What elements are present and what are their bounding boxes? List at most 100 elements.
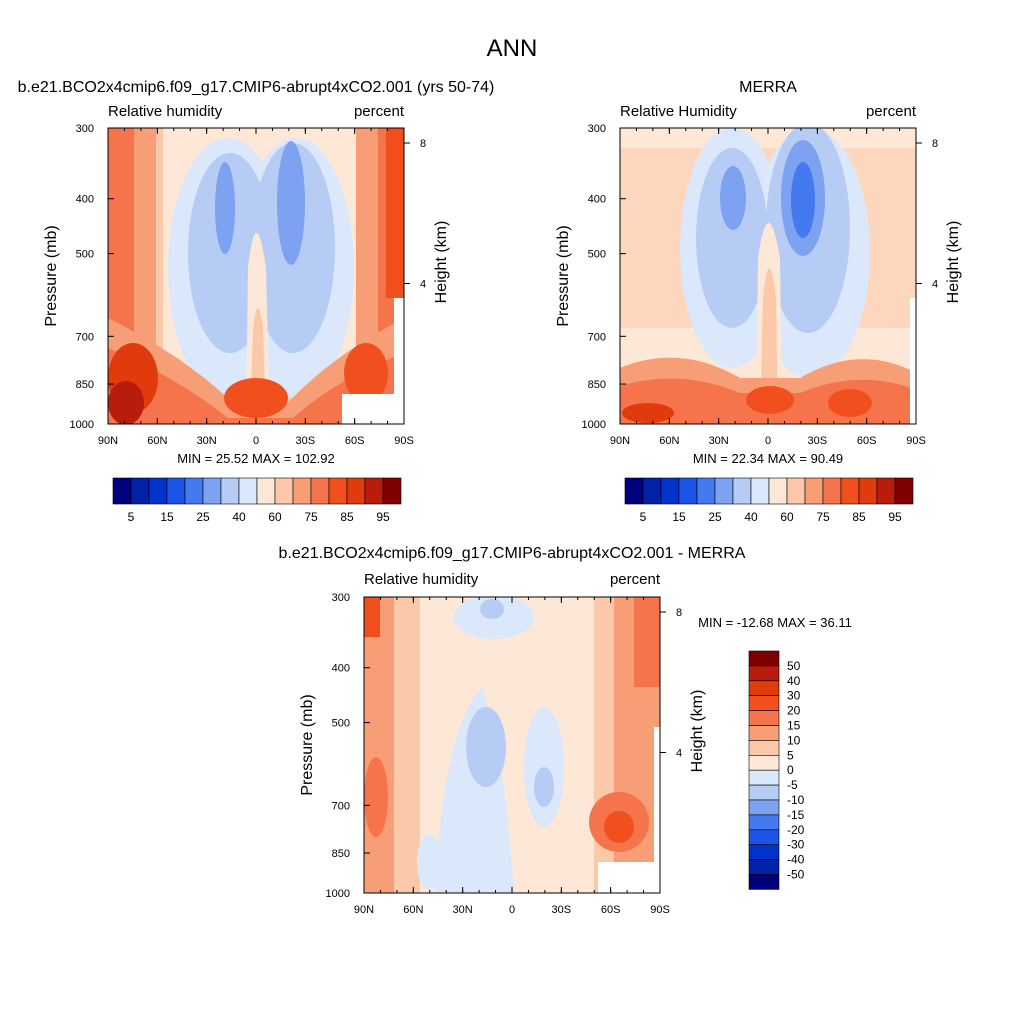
obs-colorbar-swatch	[714, 477, 734, 505]
diff-colorbar-swatch	[748, 695, 780, 711]
obs-colorbar-label: 40	[744, 510, 758, 524]
diff-plot-area	[364, 597, 660, 893]
diff-colorbar-label: 40	[787, 674, 801, 688]
diff-x-tick-label: 30N	[453, 904, 473, 916]
obs-x-tick-label: 60S	[857, 435, 877, 447]
model-colorbar-swatch	[238, 477, 258, 505]
diff-colorbar-swatch	[748, 784, 780, 801]
model-colorbar-swatch	[310, 477, 330, 505]
obs-x-tick-label: 0	[765, 435, 771, 447]
diff-y-tick-label: 500	[332, 718, 350, 730]
obs-y-right-tick-label: 8	[932, 138, 938, 150]
obs-colorbar-swatch	[858, 477, 878, 505]
model-x-tick-label: 90S	[394, 435, 414, 447]
diff-colorbar-swatch	[748, 874, 780, 890]
obs-y-right-tick-label: 4	[932, 279, 938, 291]
model-colorbar-label: 85	[340, 510, 354, 524]
diff-colorbar-swatch	[748, 829, 780, 845]
diff-colorbar-swatch	[748, 844, 780, 860]
obs-y-tick-label: 850	[588, 379, 606, 391]
diff-colorbar-swatch	[748, 740, 780, 756]
figure-title: ANN	[487, 35, 538, 62]
diff-colorbar-label: -5	[787, 778, 798, 792]
diff-x-tick-label: 60N	[403, 904, 423, 916]
obs-colorbar-swatch	[750, 477, 770, 505]
model-y-tick-label: 1000	[70, 419, 94, 431]
obs-colorbar-swatch	[894, 477, 914, 505]
diff-title: b.e21.BCO2x4cmip6.f09_g17.CMIP6-abrupt4x…	[279, 545, 746, 562]
model-colorbar-label: 60	[268, 510, 282, 524]
model-x-tick-label: 60N	[147, 435, 167, 447]
diff-colorbar-swatch	[748, 650, 780, 667]
diff-ylabel: Pressure (mb)	[299, 694, 316, 795]
obs-colorbar-label: 95	[888, 510, 902, 524]
obs-x-tick-label: 30S	[808, 435, 828, 447]
diff-x-tick-label: 90S	[650, 904, 670, 916]
obs-colorbar-swatch	[624, 477, 644, 505]
model-y-tick-label: 850	[76, 379, 94, 391]
obs-colorbar-swatch	[840, 477, 860, 505]
diff-colorbar-label: -40	[787, 853, 805, 867]
diff-colorbar-label: -30	[787, 838, 805, 852]
model-panel: b.e21.BCO2x4cmip6.f09_g17.CMIP6-abrupt4x…	[18, 79, 495, 524]
obs-colorbar-swatch	[642, 477, 662, 505]
obs-colorbar-label: 15	[672, 510, 686, 524]
obs-colorbar: 5 15 25 40 60 75 85 95	[624, 477, 914, 524]
diff-colorbar-label: -10	[787, 793, 805, 807]
diff-colorbar-swatch	[748, 799, 780, 816]
obs-x-tick-label: 90S	[906, 435, 926, 447]
diff-stats: MIN = -12.68 MAX = 36.11	[698, 615, 852, 630]
obs-colorbar-label: 5	[640, 510, 647, 524]
diff-ylabel-right: Height (km)	[689, 690, 706, 773]
model-colorbar-label: 25	[196, 510, 210, 524]
obs-colorbar-swatch	[678, 477, 698, 505]
model-colorbar: 5 15 25 40 60 75 85 95	[112, 477, 402, 524]
model-y-right-tick-label: 4	[420, 279, 426, 291]
model-y-tick-label: 300	[76, 123, 94, 135]
model-colorbar-label: 95	[376, 510, 390, 524]
obs-colorbar-swatch	[768, 477, 788, 505]
model-colorbar-swatch	[346, 477, 366, 505]
model-colorbar-swatch	[112, 477, 132, 505]
obs-colorbar-label: 75	[816, 510, 830, 524]
diff-colorbar-swatch	[748, 754, 780, 771]
model-x-tick-label: 90N	[98, 435, 118, 447]
diff-y-tick-label: 1000	[326, 888, 350, 900]
diff-x-tick-label: 90N	[354, 904, 374, 916]
obs-x-tick-label: 60N	[659, 435, 679, 447]
diff-panel: b.e21.BCO2x4cmip6.f09_g17.CMIP6-abrupt4x…	[279, 545, 852, 916]
model-colorbar-swatch	[382, 477, 402, 505]
diff-colorbar-label: -15	[787, 808, 805, 822]
diff-colorbar-label: 50	[787, 659, 801, 673]
diff-colorbar-label: 20	[787, 704, 801, 718]
obs-x-tick-label: 90N	[610, 435, 630, 447]
diff-y-right-tick-label: 8	[676, 607, 682, 619]
diff-y-tick-label: 400	[332, 663, 350, 675]
model-colorbar-swatch	[166, 477, 186, 505]
obs-colorbar-label: 85	[852, 510, 866, 524]
diff-colorbar-label: 0	[787, 763, 794, 777]
obs-colorbar-swatch	[804, 477, 824, 505]
diff-x-tick-label: 60S	[601, 904, 621, 916]
diff-y-right-tick-label: 4	[676, 748, 682, 760]
model-colorbar-swatch	[328, 477, 348, 505]
diff-y-tick-label: 850	[332, 848, 350, 860]
obs-y-tick-label: 700	[588, 331, 606, 343]
obs-plot-area	[620, 128, 916, 424]
obs-colorbar-label: 60	[780, 510, 794, 524]
model-colorbar-swatch	[274, 477, 294, 505]
model-ylabel: Pressure (mb)	[43, 225, 60, 326]
model-colorbar-label: 40	[232, 510, 246, 524]
diff-colorbar-label: 15	[787, 719, 801, 733]
obs-x-tick-label: 30N	[709, 435, 729, 447]
obs-colorbar-swatch	[732, 477, 752, 505]
obs-y-tick-label: 400	[588, 194, 606, 206]
diff-colorbar-label: 5	[787, 748, 794, 762]
model-colorbar-swatch	[256, 477, 276, 505]
diff-right-label: percent	[610, 571, 661, 588]
diff-colorbar-label: 10	[787, 733, 801, 747]
diff-colorbar-swatch	[748, 814, 780, 831]
obs-left-label: Relative Humidity	[620, 103, 737, 120]
